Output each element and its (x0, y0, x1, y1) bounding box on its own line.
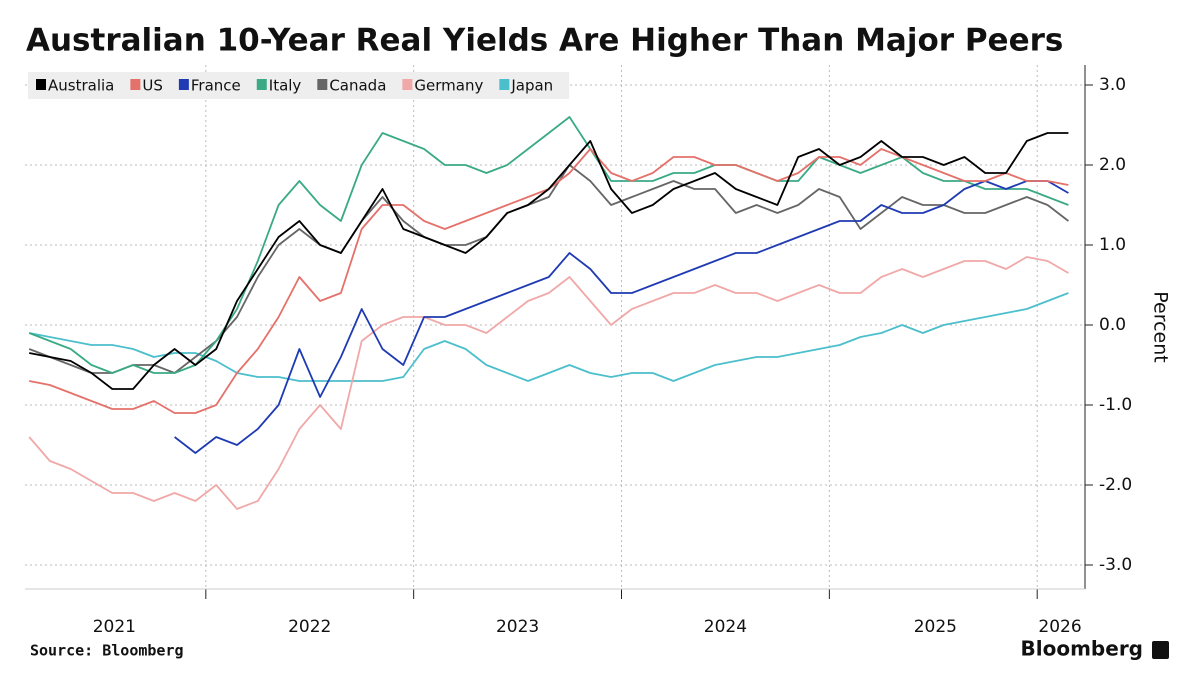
y-tick-label: -3.0 (1099, 555, 1132, 575)
legend-label: Canada (329, 77, 386, 95)
x-tick-label: 2021 (93, 617, 136, 637)
x-tick-label: 2023 (496, 617, 539, 637)
source: Source: Bloomberg (30, 642, 184, 660)
legend-swatch (499, 79, 510, 90)
x-tick-label: 2026 (1038, 617, 1081, 637)
y-tick-label: 3.0 (1099, 75, 1126, 95)
legend-label: Japan (510, 77, 553, 95)
x-tick-label: 2025 (914, 617, 957, 637)
legend-label: Germany (414, 77, 483, 95)
legend-label: Italy (269, 77, 302, 95)
series-line (28, 256, 1069, 510)
x-tick-label: 2022 (288, 617, 331, 637)
series-line (29, 292, 1069, 382)
series-line (174, 180, 1069, 454)
y-tick-label: -2.0 (1099, 475, 1132, 495)
legend-swatch (317, 79, 328, 90)
legend-label: France (191, 77, 241, 95)
legend-swatch (178, 79, 189, 90)
legend-swatch (256, 79, 267, 90)
x-tick-label: 2024 (704, 617, 747, 637)
series-line (28, 164, 1069, 374)
brand-icon (1152, 641, 1169, 659)
legend-box (28, 72, 570, 99)
y-tick-label: 0.0 (1099, 315, 1126, 335)
series-line (28, 116, 1069, 374)
legend-label: Australia (48, 77, 114, 95)
chart-title: Australian 10-Year Real Yields Are Highe… (26, 23, 1063, 59)
y-tick-label: -1.0 (1099, 395, 1132, 415)
y-axis-label: Percent (1150, 291, 1172, 363)
y-tick-label: 1.0 (1099, 235, 1126, 255)
y-tick-label: 2.0 (1099, 155, 1126, 175)
brand: Bloomberg (1021, 637, 1143, 661)
legend-swatch (402, 79, 413, 90)
legend-label: US (142, 77, 163, 95)
series-line (29, 132, 1069, 390)
legend-swatch (36, 79, 46, 90)
legend-swatch (130, 79, 141, 90)
